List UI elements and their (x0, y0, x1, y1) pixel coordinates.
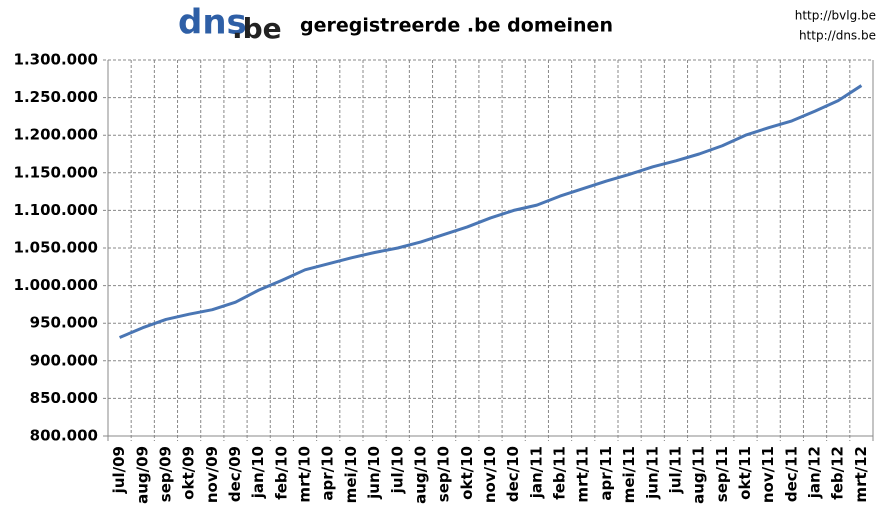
x-tick-label: aug/10 (411, 446, 429, 504)
y-tick-label: 900.000 (30, 351, 98, 369)
x-tick-label: feb/10 (272, 446, 290, 500)
x-tick-label: jan/12 (806, 446, 824, 499)
y-tick-label: 1.100.000 (14, 201, 98, 219)
x-tick-label: jan/10 (249, 446, 267, 499)
x-tick-label: jun/10 (365, 446, 383, 500)
y-tick-label: 850.000 (30, 389, 98, 407)
x-tick-label: nov/10 (481, 446, 499, 503)
y-tick-label: 800.000 (30, 427, 98, 445)
x-tick-label: mrt/12 (852, 446, 870, 503)
chart-title: geregistreerde .be domeinen (300, 15, 613, 37)
x-tick-label: jul/11 (666, 446, 684, 494)
x-tick-label: nov/09 (203, 446, 221, 503)
x-tick-label: aug/11 (690, 446, 708, 504)
x-tick-label: jul/09 (110, 446, 128, 494)
x-tick-label: apr/10 (319, 446, 337, 501)
x-tick-label: mrt/11 (574, 446, 592, 503)
x-tick-label: mei/11 (620, 446, 638, 503)
logo-suffix: .be (232, 12, 282, 45)
x-tick-label: nov/11 (759, 446, 777, 503)
x-tick-label: okt/10 (458, 446, 476, 500)
x-tick-label: sep/11 (713, 446, 731, 502)
x-tick-label: sep/10 (435, 446, 453, 502)
x-tick-label: apr/11 (597, 446, 615, 501)
link: http://bvlg.be (795, 9, 876, 23)
x-tick-label: sep/09 (156, 446, 174, 502)
y-tick-label: 1.300.000 (14, 51, 98, 69)
x-tick-label: feb/12 (829, 446, 847, 500)
y-tick-label: 950.000 (30, 314, 98, 332)
x-tick-label: dec/10 (504, 446, 522, 502)
link: http://dns.be (799, 29, 876, 43)
x-tick-label: okt/09 (180, 446, 198, 500)
y-tick-label: 1.250.000 (14, 88, 98, 106)
y-tick-label: 1.150.000 (14, 163, 98, 181)
y-tick-label: 1.200.000 (14, 126, 98, 144)
x-tick-label: jul/10 (388, 446, 406, 494)
x-tick-label: aug/09 (133, 446, 151, 504)
x-tick-label: mrt/10 (296, 446, 314, 503)
x-tick-label: feb/11 (551, 446, 569, 500)
x-tick-label: mei/10 (342, 446, 360, 503)
logo-main: dns (178, 3, 247, 43)
data-line (119, 84, 863, 339)
x-tick-label: jan/11 (527, 446, 545, 499)
x-tick-label: dec/09 (226, 446, 244, 502)
y-tick-label: 1.050.000 (14, 239, 98, 257)
x-tick-label: okt/11 (736, 446, 754, 500)
x-tick-label: jun/11 (643, 446, 661, 500)
x-tick-label: dec/11 (782, 446, 800, 502)
y-tick-label: 1.000.000 (14, 276, 98, 294)
